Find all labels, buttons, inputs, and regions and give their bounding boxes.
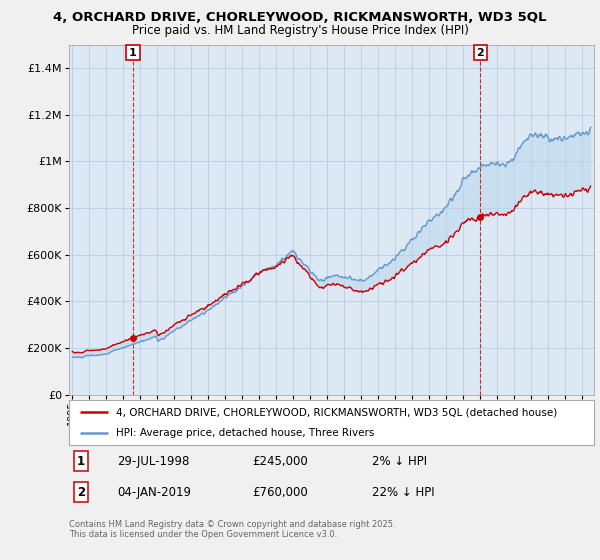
Text: 29-JUL-1998: 29-JUL-1998 [117, 455, 190, 468]
Text: 1: 1 [129, 48, 137, 58]
Text: £760,000: £760,000 [252, 486, 308, 498]
Text: 22% ↓ HPI: 22% ↓ HPI [372, 486, 434, 498]
Text: £245,000: £245,000 [252, 455, 308, 468]
Text: 2: 2 [476, 48, 484, 58]
Text: 1: 1 [77, 455, 85, 468]
Text: 2: 2 [77, 486, 85, 498]
Text: 4, ORCHARD DRIVE, CHORLEYWOOD, RICKMANSWORTH, WD3 5QL (detached house): 4, ORCHARD DRIVE, CHORLEYWOOD, RICKMANSW… [116, 408, 557, 418]
Text: Contains HM Land Registry data © Crown copyright and database right 2025.
This d: Contains HM Land Registry data © Crown c… [69, 520, 395, 539]
Text: 04-JAN-2019: 04-JAN-2019 [117, 486, 191, 498]
Text: 2% ↓ HPI: 2% ↓ HPI [372, 455, 427, 468]
Text: Price paid vs. HM Land Registry's House Price Index (HPI): Price paid vs. HM Land Registry's House … [131, 24, 469, 36]
Text: 4, ORCHARD DRIVE, CHORLEYWOOD, RICKMANSWORTH, WD3 5QL: 4, ORCHARD DRIVE, CHORLEYWOOD, RICKMANSW… [53, 11, 547, 24]
Text: HPI: Average price, detached house, Three Rivers: HPI: Average price, detached house, Thre… [116, 428, 374, 438]
